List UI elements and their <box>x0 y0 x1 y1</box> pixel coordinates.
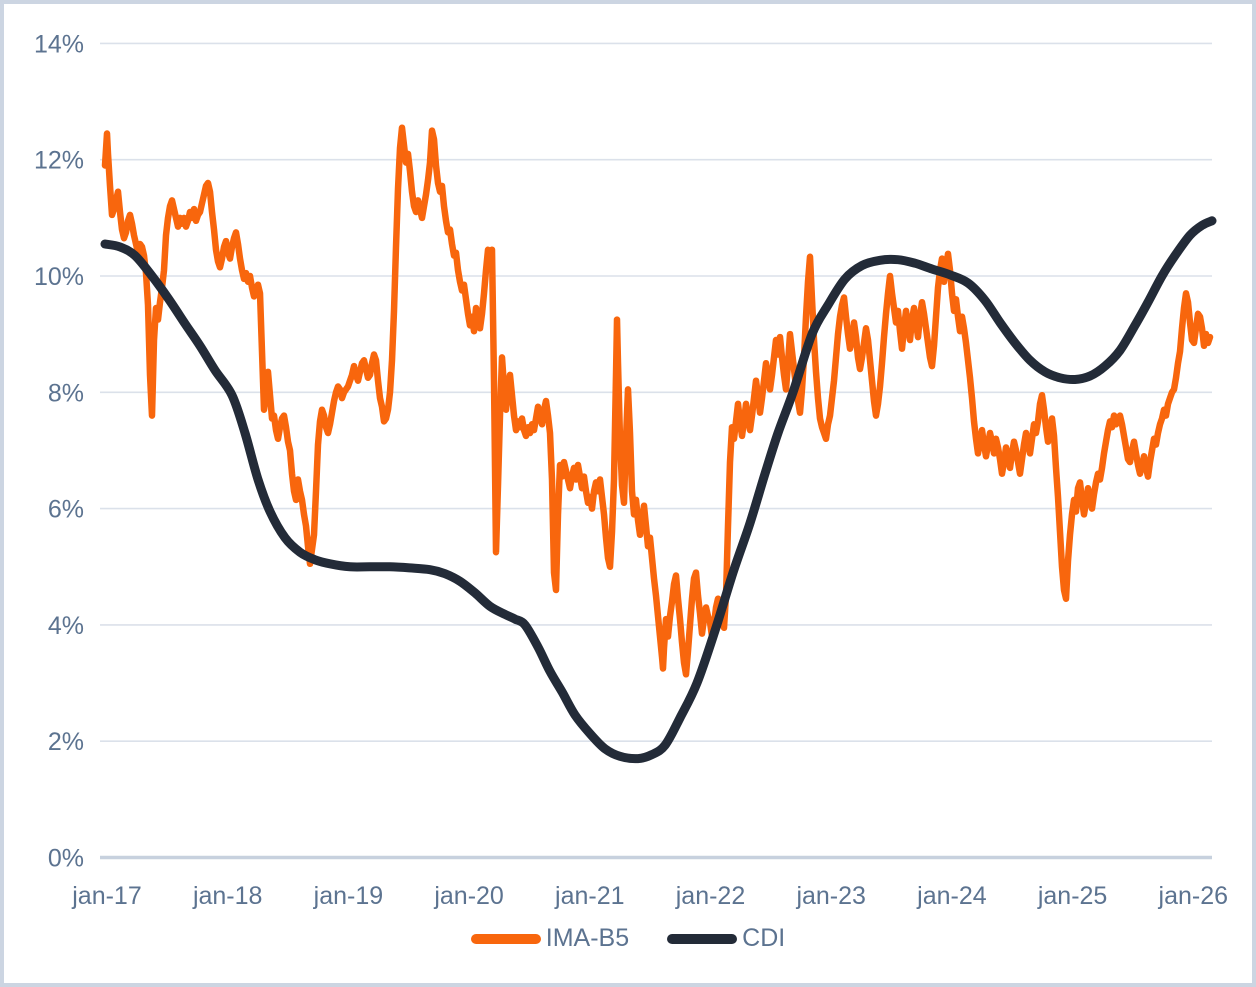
legend-marker-ima-b5 <box>470 933 541 944</box>
y-tick-label: 12% <box>34 147 84 175</box>
y-tick-label: 6% <box>48 496 84 524</box>
y-tick-label: 2% <box>48 728 84 756</box>
y-tick-label: 0% <box>48 845 84 873</box>
x-tick-label: jan-18 <box>192 882 263 910</box>
x-tick-label: jan-25 <box>1037 882 1108 910</box>
x-tick-label: jan-21 <box>554 882 625 910</box>
legend-item-cdi: CDI <box>667 924 785 953</box>
y-tick-label: 10% <box>34 263 84 291</box>
x-tick-label: jan-26 <box>1158 882 1229 910</box>
y-tick-label: 8% <box>48 379 84 407</box>
x-tick-label: jan-19 <box>313 882 384 910</box>
x-tick-label: jan-24 <box>916 882 987 910</box>
legend-marker-cdi <box>667 933 738 944</box>
legend-label-cdi: CDI <box>742 924 786 952</box>
legend-label-ima-b5: IMA-B5 <box>545 924 630 952</box>
chart-legend: IMA-B5 CDI <box>0 924 1256 953</box>
legend-item-ima-b5: IMA-B5 <box>470 924 630 953</box>
series-line-cdi <box>100 216 1217 764</box>
y-tick-label: 14% <box>34 30 84 58</box>
x-tick-label: jan-20 <box>433 882 504 910</box>
series-line-ima-b5 <box>101 124 1214 678</box>
x-tick-label: jan-17 <box>71 882 142 910</box>
x-tick-label: jan-23 <box>795 882 866 910</box>
y-tick-label: 4% <box>48 612 84 640</box>
x-tick-label: jan-22 <box>675 882 746 910</box>
